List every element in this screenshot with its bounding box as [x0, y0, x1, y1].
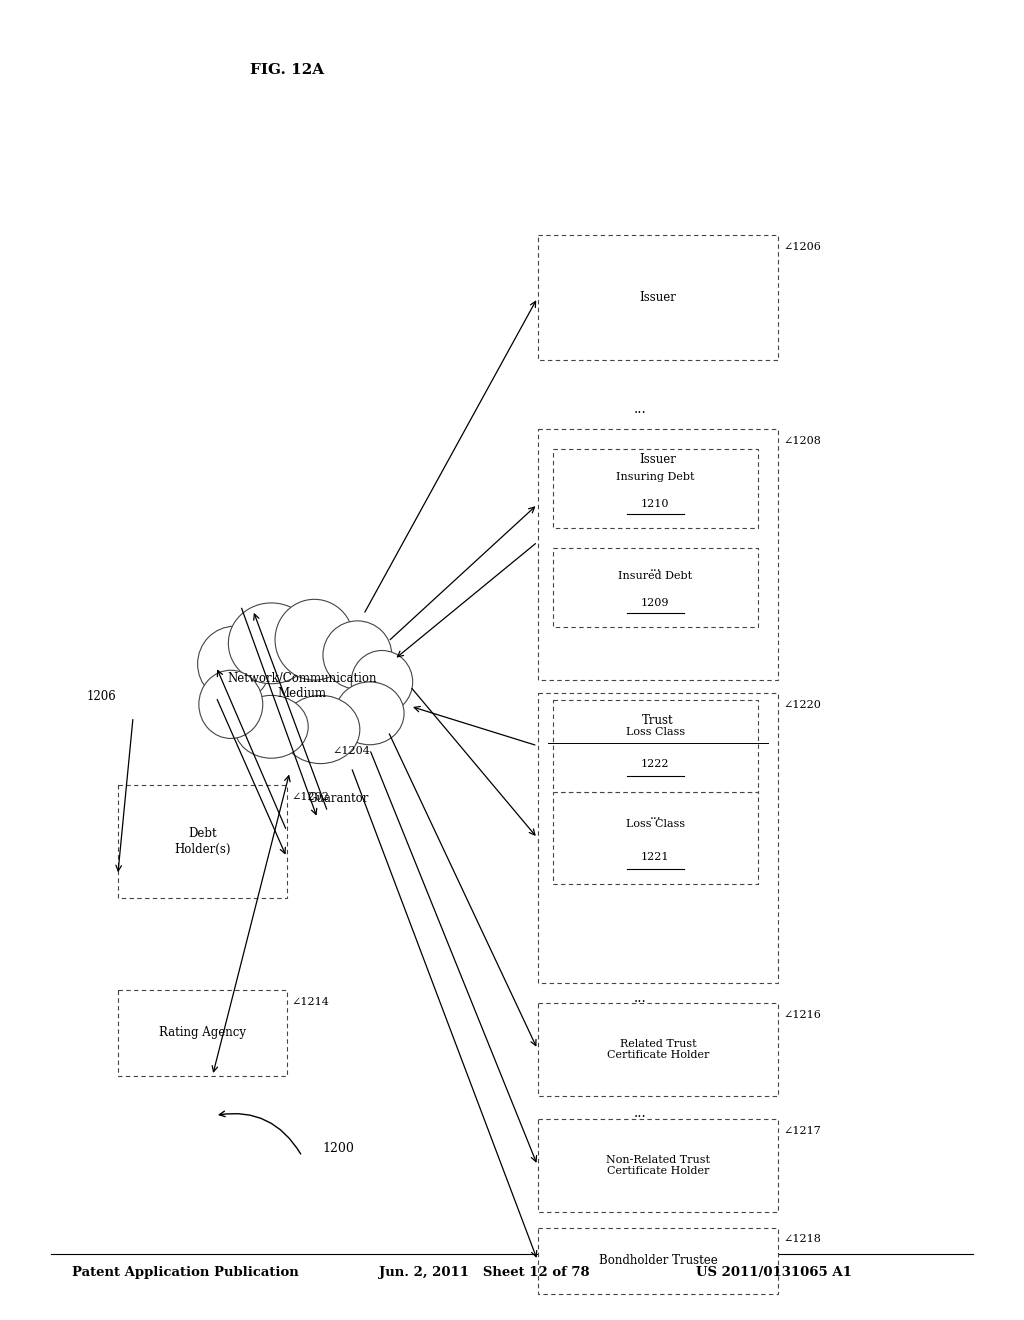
Text: Jun. 2, 2011   Sheet 12 of 78: Jun. 2, 2011 Sheet 12 of 78: [379, 1266, 590, 1279]
Text: ...: ...: [634, 991, 646, 1005]
Text: Rating Agency: Rating Agency: [159, 1027, 246, 1039]
Bar: [538, 429, 778, 680]
Text: US 2011/0131065 A1: US 2011/0131065 A1: [696, 1266, 852, 1279]
Text: ∠1204: ∠1204: [333, 746, 371, 756]
Bar: [538, 1119, 778, 1212]
Text: Non-Related Trust
Certificate Holder: Non-Related Trust Certificate Holder: [606, 1155, 710, 1176]
Text: Insured Debt: Insured Debt: [618, 570, 692, 581]
Text: 1200: 1200: [323, 1142, 354, 1155]
Bar: [553, 700, 758, 792]
Bar: [538, 235, 778, 360]
Text: ∠1208: ∠1208: [783, 436, 821, 446]
Text: 1209: 1209: [641, 598, 670, 609]
Text: 1206: 1206: [87, 690, 117, 704]
Text: ∠1202: ∠1202: [292, 792, 330, 803]
Text: ...: ...: [649, 809, 662, 822]
Text: Trust: Trust: [642, 714, 674, 727]
Text: ...: ...: [634, 1106, 646, 1119]
Text: 1221: 1221: [641, 851, 670, 862]
Text: Insuring Debt: Insuring Debt: [616, 471, 694, 482]
Text: Guarantor: Guarantor: [307, 792, 369, 805]
Bar: [538, 1003, 778, 1096]
Text: Network/Communication
Medium: Network/Communication Medium: [227, 672, 377, 701]
Text: Issuer: Issuer: [639, 292, 677, 304]
Text: Debt
Holder(s): Debt Holder(s): [174, 828, 230, 855]
Text: ...: ...: [634, 403, 646, 416]
Text: Bondholder Trustee: Bondholder Trustee: [599, 1254, 717, 1267]
Bar: [553, 449, 758, 528]
Bar: [118, 785, 287, 898]
Bar: [538, 693, 778, 983]
Text: Related Trust
Certificate Holder: Related Trust Certificate Holder: [607, 1039, 709, 1060]
Text: 1210: 1210: [641, 499, 670, 510]
Text: ∠1216: ∠1216: [783, 1010, 821, 1020]
Bar: [118, 990, 287, 1076]
Text: Loss Class: Loss Class: [626, 727, 685, 737]
Text: ∠1214: ∠1214: [292, 997, 330, 1007]
Bar: [553, 548, 758, 627]
Text: Patent Application Publication: Patent Application Publication: [72, 1266, 298, 1279]
Bar: [553, 792, 758, 884]
Bar: [538, 1228, 778, 1294]
Text: FIG. 12A: FIG. 12A: [250, 63, 324, 77]
Text: ∠1218: ∠1218: [783, 1234, 821, 1245]
Text: ∠1220: ∠1220: [783, 700, 821, 710]
Text: ∠1206: ∠1206: [783, 242, 821, 252]
Text: ...: ...: [649, 561, 662, 574]
Text: 1222: 1222: [641, 759, 670, 770]
Text: Issuer: Issuer: [639, 453, 677, 466]
Text: Loss Class: Loss Class: [626, 820, 685, 829]
Text: ∠1217: ∠1217: [783, 1126, 821, 1137]
